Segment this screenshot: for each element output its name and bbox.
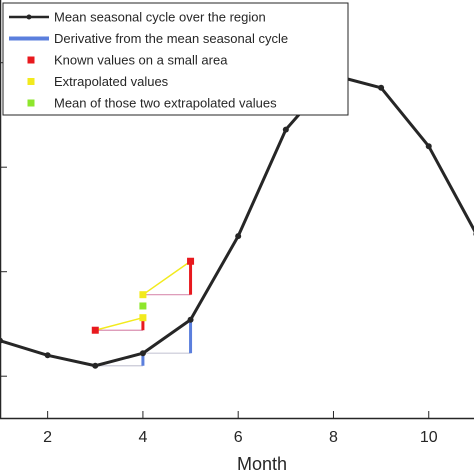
plot-area: [0, 72, 474, 369]
main-series-point: [92, 362, 99, 369]
legend-symbol-point: [26, 14, 32, 20]
legend-label: Known values on a small area: [54, 53, 228, 68]
legend-label: Derivative from the mean seasonal cycle: [54, 31, 288, 46]
extrapolation-line: [95, 316, 144, 331]
legend-box: [2, 2, 349, 116]
x-tick-label: 6: [234, 429, 243, 446]
legend-symbol-square: [27, 78, 35, 85]
main-series-line: [0, 73, 474, 368]
legend-label: Extrapolated values: [54, 74, 169, 89]
mean-extrapolated-marker: [139, 302, 147, 310]
x-axis-label: Month: [237, 454, 287, 474]
main-series-point: [282, 126, 289, 133]
legend-label: Mean seasonal cycle over the region: [54, 10, 266, 25]
legend-symbol-square: [27, 56, 35, 64]
extrapolated-value-marker: [139, 314, 147, 322]
main-series-point: [235, 233, 242, 240]
x-tick-label: 8: [329, 429, 338, 446]
main-series-point: [139, 350, 146, 357]
x-tick-label: 10: [420, 429, 438, 446]
extrapolated-value-marker: [139, 291, 147, 299]
x-tick-label: 4: [138, 429, 147, 446]
known-value-marker: [187, 257, 195, 265]
main-series-point: [425, 143, 432, 150]
main-series-point: [44, 352, 51, 359]
axes: 2 4 6 8 10: [0, 0, 474, 446]
main-series-point: [378, 84, 385, 91]
legend-label: Mean of those two extrapolated values: [54, 96, 277, 111]
main-series-point: [187, 316, 194, 323]
legend-symbol-square: [27, 99, 35, 107]
legend: Mean seasonal cycle over the region Deriv…: [2, 2, 349, 116]
extrapolation-line: [142, 260, 191, 296]
known-value-marker: [91, 326, 99, 334]
x-tick-label: 2: [43, 429, 52, 446]
